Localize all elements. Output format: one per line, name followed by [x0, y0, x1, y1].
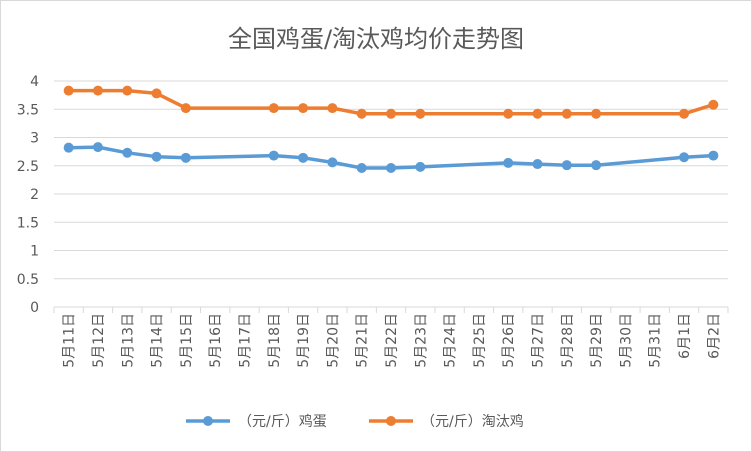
data-point [415, 108, 426, 119]
x-axis-ticks: 5月11日 5月12日 5月13日 5月14日 5月15日 5月16日 5月17日 5月18日… [53, 307, 729, 368]
data-point [122, 147, 133, 158]
data-point [415, 161, 426, 172]
data-point [268, 103, 279, 114]
x-tick-label: 6月2日 [706, 313, 722, 359]
data-point [356, 108, 367, 119]
x-tick-label: 5月12日 [91, 313, 107, 368]
data-point [708, 150, 719, 161]
data-point [327, 157, 338, 168]
data-point [63, 142, 74, 153]
data-point [561, 160, 572, 171]
x-tick-label: 5月26日 [501, 313, 517, 368]
series-egg [63, 142, 719, 174]
series-culled-hen [63, 85, 719, 119]
data-point [122, 85, 133, 96]
y-axis-ticks: 0 0.5 1 1.5 2 2.5 3 3.5 4 [17, 74, 39, 316]
data-point [268, 150, 279, 161]
data-point [591, 108, 602, 119]
legend-label: （元/斤）鸡蛋 [238, 413, 327, 430]
data-point [679, 152, 690, 163]
data-point [532, 108, 543, 119]
y-tick-label: 0.5 [17, 272, 39, 288]
data-point [180, 152, 191, 163]
data-point [356, 163, 367, 174]
x-tick-label: 5月20日 [325, 313, 341, 368]
x-tick-label: 5月24日 [443, 313, 459, 368]
x-tick-label: 5月15日 [179, 313, 195, 368]
data-point [298, 103, 309, 114]
x-tick-label: 5月29日 [589, 313, 605, 368]
data-point [92, 142, 103, 153]
data-point [503, 108, 514, 119]
x-tick-label: 5月25日 [472, 313, 488, 368]
x-tick-label: 5月18日 [267, 313, 283, 368]
data-point [63, 85, 74, 96]
chart-title: 全国鸡蛋/淘汰鸡均价走势图 [227, 25, 525, 53]
data-point [386, 108, 396, 119]
data-point [679, 108, 690, 119]
data-point [532, 159, 543, 170]
x-tick-label: 5月14日 [150, 313, 166, 368]
data-point [591, 160, 602, 171]
data-point [151, 151, 162, 162]
x-tick-label: 5月11日 [62, 313, 78, 368]
y-tick-label: 1.5 [17, 215, 39, 231]
x-tick-label: 5月21日 [355, 313, 371, 368]
y-tick-label: 0 [30, 300, 39, 316]
y-tick-label: 2.5 [17, 159, 39, 175]
x-tick-label: 5月19日 [296, 313, 312, 368]
series-lines [63, 85, 719, 174]
legend-label: （元/斤）淘汰鸡 [421, 413, 524, 430]
y-tick-label: 1 [30, 244, 39, 260]
data-point [298, 152, 309, 163]
data-point [327, 103, 338, 114]
data-point [708, 99, 719, 110]
data-point [386, 163, 396, 174]
x-tick-label: 5月16日 [208, 313, 224, 368]
y-tick-label: 3 [30, 131, 39, 147]
y-tick-label: 4 [30, 74, 39, 90]
legend: （元/斤）鸡蛋 （元/斤）淘汰鸡 [186, 413, 524, 430]
data-point [561, 108, 572, 119]
x-tick-label: 6月1日 [677, 313, 693, 359]
x-tick-label: 5月27日 [531, 313, 547, 368]
data-point [151, 88, 162, 99]
x-tick-label: 5月13日 [120, 313, 136, 368]
x-tick-label: 5月30日 [618, 313, 634, 368]
legend-swatch-marker [386, 416, 396, 426]
data-point [92, 85, 103, 96]
x-tick-label: 5月31日 [648, 313, 664, 368]
x-tick-label: 5月17日 [237, 313, 253, 368]
y-tick-label: 2 [30, 187, 39, 203]
x-tick-label: 5月22日 [384, 313, 400, 368]
x-tick-label: 5月23日 [413, 313, 429, 368]
y-tick-label: 3.5 [17, 102, 39, 118]
x-tick-label: 5月28日 [560, 313, 576, 368]
legend-swatch-marker [203, 416, 213, 426]
data-point [180, 103, 191, 114]
data-point [503, 157, 514, 168]
